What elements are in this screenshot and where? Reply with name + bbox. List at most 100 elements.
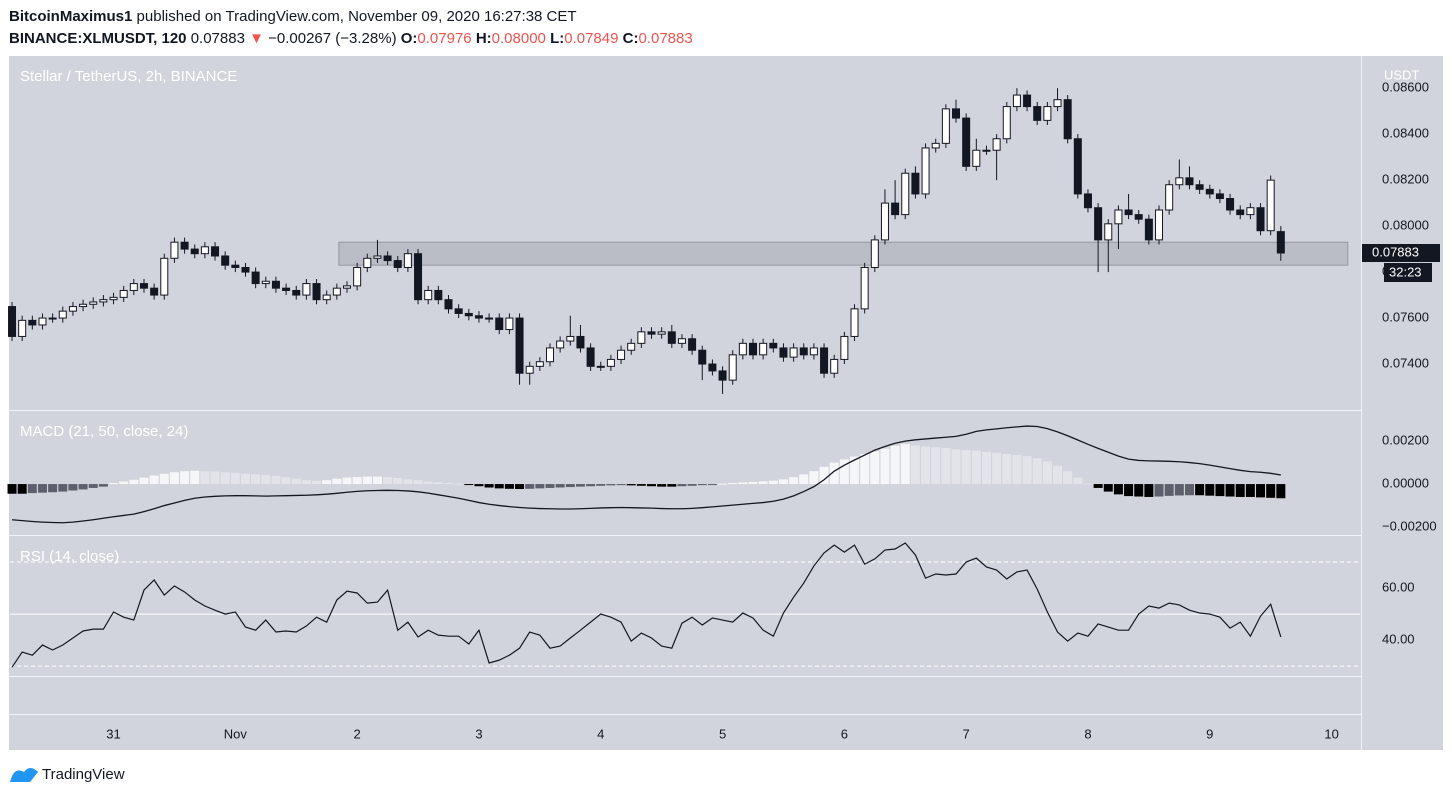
histogram-bar: [1195, 484, 1205, 496]
candle-body: [282, 287, 291, 291]
candle-body: [576, 335, 585, 349]
candle-body: [738, 342, 747, 356]
candle-body: [546, 347, 554, 363]
histogram-bar: [1134, 484, 1144, 497]
candle-body: [799, 347, 808, 356]
candle-body: [586, 347, 595, 367]
pane-title: Stellar / TetherUS, 2h, BINANCE: [20, 68, 237, 85]
change: −0.00267 (−3.28%): [268, 30, 396, 47]
countdown-tag: [1384, 262, 1432, 282]
x-tick-label: 5: [719, 726, 726, 741]
histogram-bar: [870, 451, 880, 485]
candle-body: [434, 289, 443, 301]
histogram-bar: [433, 482, 443, 485]
candle-body: [1276, 231, 1285, 254]
candle-body: [911, 172, 920, 195]
candle-body: [332, 287, 341, 296]
histogram-bar: [860, 453, 870, 485]
candle-body: [647, 331, 656, 335]
candle-body: [1012, 94, 1021, 108]
histogram-bar: [667, 484, 677, 487]
histogram-bar: [829, 462, 839, 485]
open-label: O:: [401, 30, 418, 47]
histogram-bar: [139, 477, 149, 485]
x-tick-label: 4: [597, 726, 604, 741]
histogram-bar: [251, 474, 261, 485]
y-tick-label: 0.08600: [1382, 80, 1429, 95]
y-tick-label: 0.07600: [1382, 309, 1429, 324]
histogram-bar: [718, 483, 728, 485]
histogram-bar: [423, 481, 433, 485]
last-price-label: 0.07883: [1372, 244, 1419, 259]
low-label: L:: [550, 30, 564, 47]
candle-body: [302, 283, 311, 296]
histogram-bar: [1113, 484, 1123, 495]
high-label: H:: [476, 30, 492, 47]
histogram-bar: [78, 484, 88, 490]
candle-body: [525, 365, 534, 374]
histogram-bar: [738, 482, 748, 485]
histogram-bar: [48, 484, 58, 493]
histogram-bar: [606, 484, 616, 486]
candle-body: [789, 347, 798, 358]
y-tick-label: 0.00200: [1382, 433, 1429, 448]
histogram-bar: [809, 471, 819, 485]
candle-body: [1134, 214, 1143, 220]
brand: TradingView: [42, 766, 125, 783]
candle-body: [759, 342, 768, 356]
candle-body: [1144, 218, 1153, 241]
candle-body: [211, 246, 220, 257]
candle-body: [891, 202, 900, 216]
histogram-bar: [758, 481, 768, 485]
histogram-bar: [413, 480, 423, 485]
candle-body: [363, 257, 372, 268]
histogram-bar: [1225, 484, 1235, 497]
candle-body: [1195, 184, 1204, 190]
histogram-bar: [910, 445, 920, 485]
histogram-bar: [799, 474, 809, 485]
high-value: 0.08000: [492, 30, 546, 47]
candle-body: [972, 149, 981, 167]
change-arrow: ▼: [249, 30, 264, 47]
candle-body: [129, 283, 138, 291]
histogram-bar: [27, 484, 37, 494]
open-value: 0.07976: [417, 30, 471, 47]
candle-body: [322, 294, 331, 301]
last-price: 0.07883: [191, 30, 245, 47]
candle-body: [962, 117, 971, 167]
histogram-bar: [403, 479, 413, 485]
candle-body: [8, 306, 17, 337]
candle-body: [606, 358, 615, 367]
histogram-bar: [839, 459, 849, 485]
histogram-bar: [1002, 453, 1012, 485]
candle-body: [627, 342, 636, 351]
macd-line: [11, 425, 1281, 524]
histogram-bar: [596, 484, 606, 486]
candle-body: [728, 354, 737, 381]
candle-body: [637, 331, 646, 344]
author: BitcoinMaximus1: [9, 8, 132, 25]
candle-body: [1205, 188, 1214, 195]
histogram-bar: [1205, 484, 1215, 496]
histogram-bar: [190, 470, 200, 485]
candle-body: [414, 253, 423, 301]
histogram-bar: [951, 449, 961, 485]
candle-body: [596, 365, 605, 368]
histogram-bar: [159, 473, 169, 485]
histogram-bar: [921, 446, 931, 485]
candle-body: [749, 342, 758, 356]
candle-body: [1104, 223, 1113, 241]
candle-body: [931, 142, 940, 149]
countdown: 32:23: [1389, 264, 1422, 279]
histogram-bar: [586, 484, 596, 487]
histogram-bar: [1083, 483, 1093, 485]
histogram-bar: [1174, 484, 1184, 496]
close-value: 0.07883: [638, 30, 692, 47]
candle-body: [708, 363, 717, 372]
candle-body: [698, 349, 707, 365]
histogram-bar: [1053, 465, 1063, 485]
candle-body: [150, 287, 159, 296]
candle-body: [921, 147, 930, 195]
histogram-bar: [1245, 484, 1255, 497]
candle-body: [261, 280, 270, 285]
